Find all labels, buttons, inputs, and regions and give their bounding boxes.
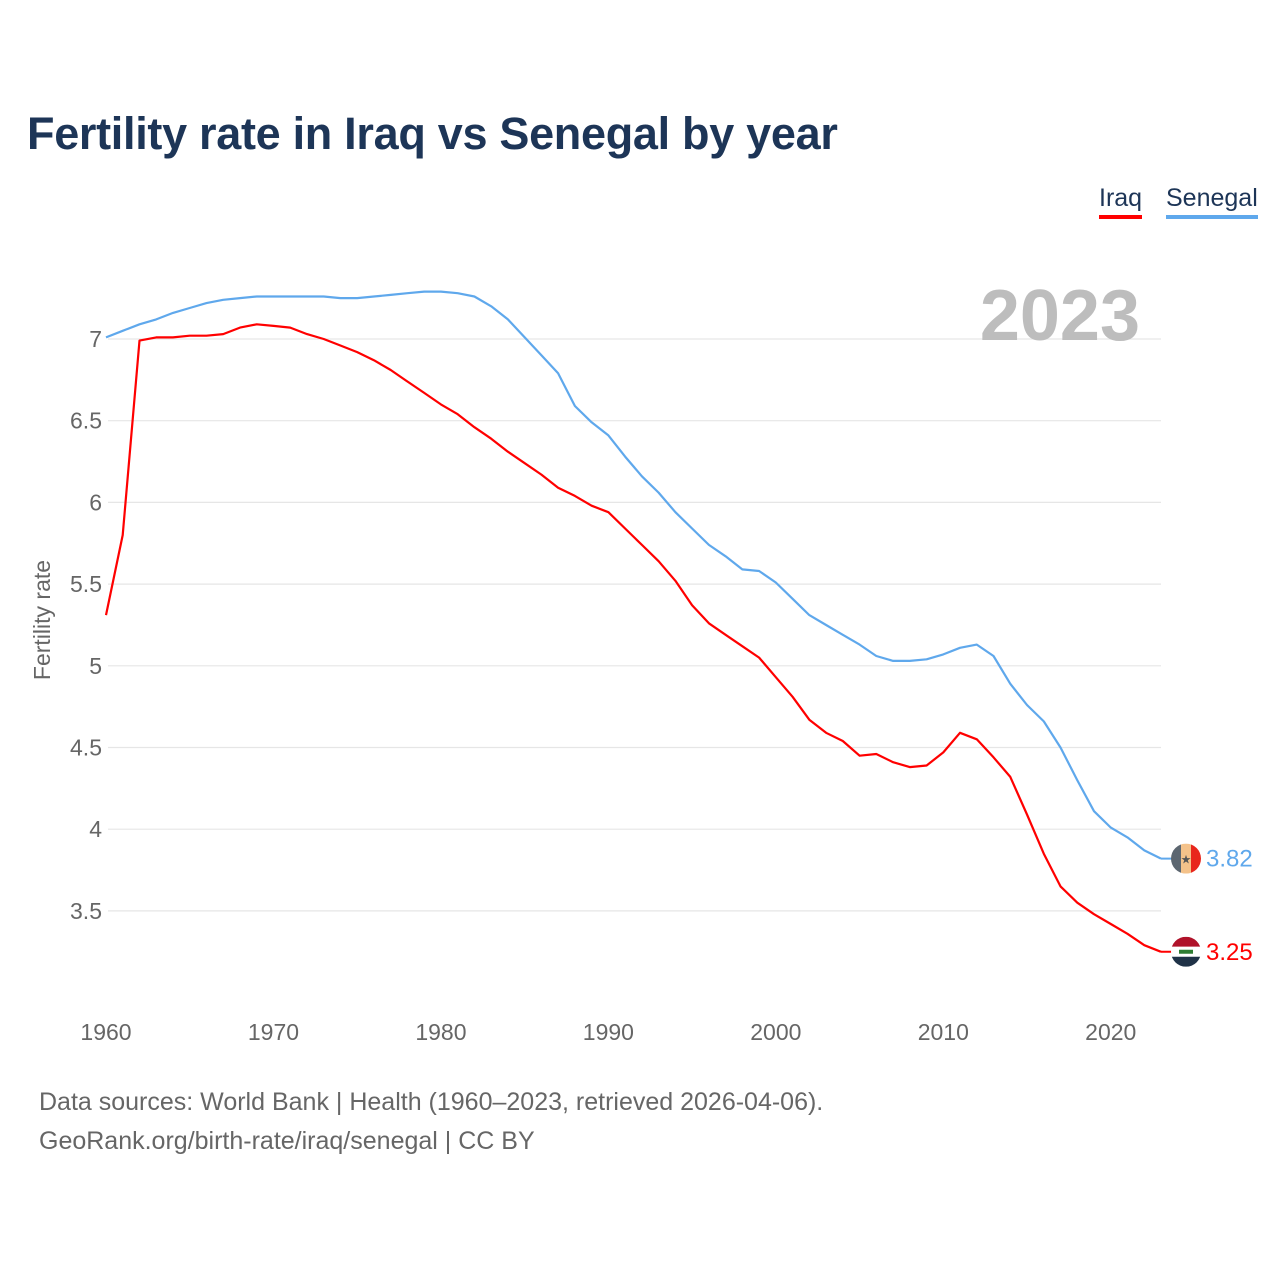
y-tick-label: 5 <box>89 653 102 679</box>
end-value-label-senegal: 3.82 <box>1206 846 1253 873</box>
series-line-iraq[interactable] <box>104 323 1162 953</box>
svg-text:★: ★ <box>1181 853 1192 867</box>
source-line: Data sources: World Bank | Health (1960–… <box>39 1088 824 1116</box>
flag-icon-iraq <box>1171 936 1201 967</box>
y-tick-label: 7 <box>89 326 102 352</box>
source-link[interactable]: GeoRank.org/birth-rate/iraq/senegal | CC… <box>39 1127 535 1155</box>
x-tick-label: 1960 <box>80 1019 131 1045</box>
series-line-senegal[interactable] <box>105 290 1162 860</box>
end-value-label-iraq: 3.25 <box>1206 939 1253 966</box>
y-tick-label: 4 <box>89 816 102 842</box>
x-tick-label: 1970 <box>248 1019 299 1045</box>
x-tick-label: 2000 <box>750 1019 801 1045</box>
x-tick-label: 2020 <box>1085 1019 1136 1045</box>
flag-icon-senegal: ★ <box>1171 843 1201 874</box>
x-tick-label: 1980 <box>415 1019 466 1045</box>
y-tick-label: 5.5 <box>70 571 102 597</box>
x-tick-label: 1990 <box>583 1019 634 1045</box>
legend-senegal[interactable]: Senegal <box>1166 184 1258 219</box>
chart-title: Fertility rate in Iraq vs Senegal by yea… <box>27 108 838 159</box>
year-label: 2023 <box>980 276 1140 356</box>
legend-iraq[interactable]: Iraq <box>1099 184 1143 219</box>
y-axis-label: Fertility rate <box>29 560 55 680</box>
y-tick-label: 4.5 <box>70 735 102 761</box>
y-tick-label: 6.5 <box>70 408 102 434</box>
x-tick-label: 2010 <box>918 1019 969 1045</box>
y-tick-label: 3.5 <box>70 898 102 924</box>
y-tick-label: 6 <box>89 489 102 515</box>
